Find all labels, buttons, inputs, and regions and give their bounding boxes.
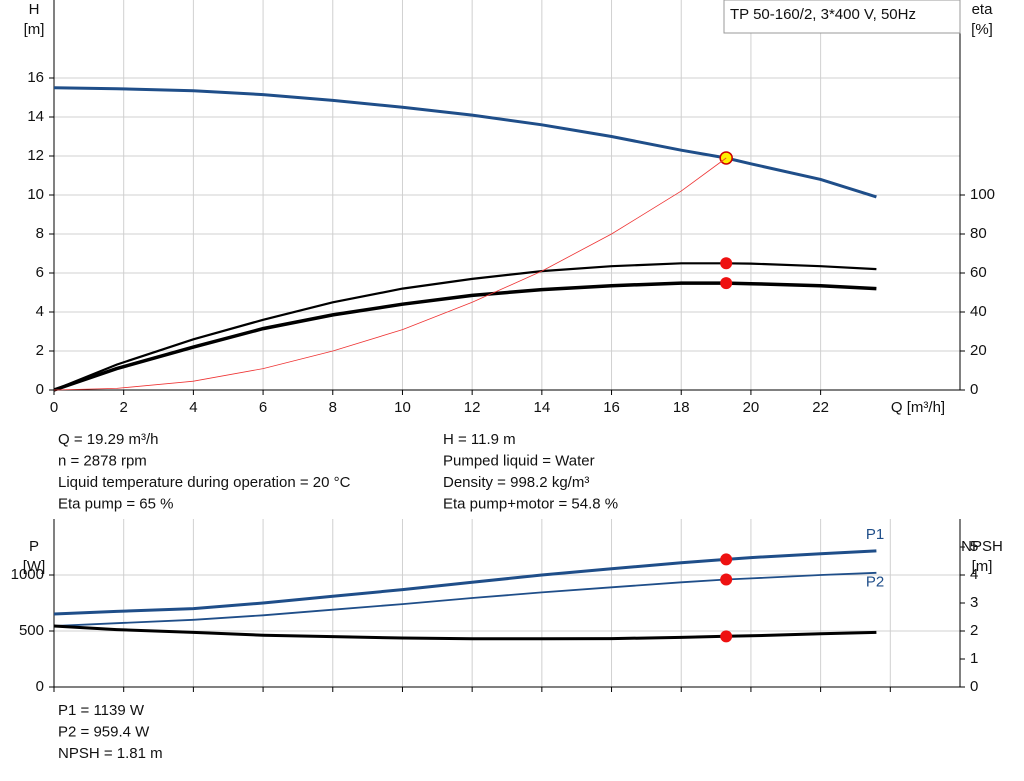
duty-point [720, 277, 733, 290]
y-tick-label: 4 [36, 303, 44, 320]
y2-tick-label: 100 [970, 186, 995, 203]
y-tick-label: 8 [36, 225, 44, 242]
x-tick-label: 22 [812, 399, 829, 416]
y-axis-unit: [W] [23, 558, 46, 575]
y2-tick-label: 60 [970, 264, 987, 281]
info-text: Density = 998.2 kg/m³ [443, 474, 589, 491]
info-text: P2 = 959.4 W [58, 723, 150, 740]
y2-tick-label: 20 [970, 342, 987, 359]
y-tick-label: 0 [36, 678, 44, 695]
y2-axis-label: NPSH [961, 538, 1003, 555]
curve [53, 281, 877, 392]
x-tick-label: 6 [259, 399, 267, 416]
x-tick-label: 10 [394, 399, 411, 416]
x-tick-label: 0 [50, 399, 58, 416]
y2-tick-label: 5 [970, 538, 978, 555]
info-text: Eta pump+motor = 54.8 % [443, 495, 618, 512]
curve [53, 571, 877, 627]
x-axis-label: Q [m³/h] [891, 399, 945, 416]
y2-tick-label: 0 [970, 381, 978, 398]
x-tick-label: 2 [120, 399, 128, 416]
chart-title: TP 50-160/2, 3*400 V, 50Hz [730, 6, 916, 23]
y-tick-label: 10 [27, 186, 44, 203]
x-tick-label: 20 [743, 399, 760, 416]
y-tick-label: 12 [27, 147, 44, 164]
duty-point [719, 151, 733, 165]
y2-tick-label: 2 [970, 622, 978, 639]
info-text: H = 11.9 m [443, 431, 516, 448]
y2-axis-label: eta [972, 1, 994, 18]
info-text: n = 2878 rpm [58, 452, 147, 469]
y-axis-label: H [29, 1, 40, 18]
duty-point [720, 630, 733, 643]
y2-axis-unit: [m] [972, 558, 993, 575]
y-tick-label: 16 [27, 69, 44, 86]
curve [53, 262, 877, 392]
info-text: Eta pump = 65 % [58, 495, 174, 512]
x-tick-label: 4 [189, 399, 197, 416]
x-tick-label: 8 [329, 399, 337, 416]
info-text: Liquid temperature during operation = 20… [58, 474, 351, 491]
x-tick-label: 12 [464, 399, 481, 416]
curve [53, 549, 877, 616]
duty-point [720, 257, 733, 270]
series-label: P2 [866, 574, 884, 591]
y2-tick-label: 40 [970, 303, 987, 320]
y-tick-label: 2 [36, 342, 44, 359]
y-tick-label: 6 [36, 264, 44, 281]
y2-tick-label: 4 [970, 566, 978, 583]
y2-tick-label: 0 [970, 678, 978, 695]
y2-tick-label: 1 [970, 650, 978, 667]
duty-point [720, 553, 733, 566]
series-label: P1 [866, 526, 884, 543]
title-box [723, 0, 961, 34]
y-tick-label: 1000 [11, 566, 44, 583]
curve [53, 624, 877, 641]
x-tick-label: 16 [603, 399, 620, 416]
info-text: NPSH = 1.81 m [58, 745, 163, 762]
curve [53, 86, 877, 199]
y-tick-label: 14 [27, 108, 44, 125]
y-tick-label: 0 [36, 381, 44, 398]
y2-axis-unit: [%] [971, 21, 993, 38]
y2-tick-label: 80 [970, 225, 987, 242]
duty-point [720, 573, 733, 586]
y2-tick-label: 3 [970, 594, 978, 611]
x-tick-label: 18 [673, 399, 690, 416]
info-text: P1 = 1139 W [58, 702, 145, 719]
x-tick-label: 14 [534, 399, 551, 416]
y-axis-label: P [29, 538, 39, 555]
curve [53, 157, 727, 391]
info-text: Q = 19.29 m³/h [58, 431, 158, 448]
info-text: Pumped liquid = Water [443, 452, 595, 469]
y-axis-unit: [m] [24, 21, 45, 38]
y-tick-label: 500 [19, 622, 44, 639]
